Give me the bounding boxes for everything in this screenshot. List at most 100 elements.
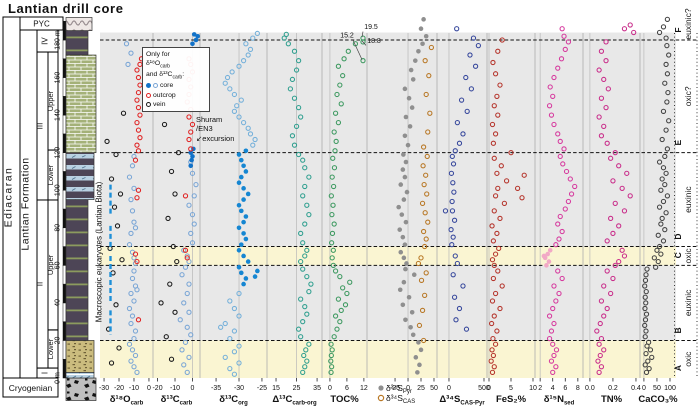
series-core-open [123, 41, 140, 375]
shuram-annotation: Shuram /EN3 ↙excursion [196, 115, 235, 143]
svg-text:oxic: oxic [683, 351, 693, 367]
svg-text:100: 100 [55, 184, 62, 196]
legend-formula-1: δ¹⁸Ocarb [146, 60, 170, 70]
litho-limestone-shale-alternation [65, 152, 95, 200]
svg-text:15.2: 15.2 [340, 33, 354, 40]
legend-item-outcrop: outcrop [146, 91, 206, 100]
zone-band-A [100, 340, 676, 378]
legend-item-vein: vein [146, 100, 206, 109]
svg-text:0: 0 [328, 385, 332, 392]
svg-text:δ¹³Corg: δ¹³Corg [219, 394, 248, 407]
svg-text:D: D [673, 233, 683, 239]
core-open-marker-icon [153, 83, 158, 89]
svg-text:0: 0 [487, 385, 491, 392]
svg-text:18.8: 18.8 [367, 38, 381, 45]
svg-text:50: 50 [653, 385, 661, 392]
svg-text:0 m: 0 m [55, 372, 62, 384]
svg-text:-30: -30 [99, 385, 109, 392]
svg-text:I: I [41, 372, 50, 374]
series-n-filled [541, 248, 553, 268]
svg-text:-20: -20 [114, 385, 124, 392]
svg-text:4: 4 [551, 385, 555, 392]
panel-d34S-points [396, 17, 435, 375]
outcrop-marker-icon [146, 92, 151, 98]
svg-text:25: 25 [293, 385, 301, 392]
svg-text:Δ¹³Ccarb-org: Δ¹³Ccarb-org [272, 394, 317, 407]
series-delta [281, 31, 314, 375]
zone-band-F [100, 32, 676, 40]
svg-text:0: 0 [447, 385, 451, 392]
series-vein [104, 110, 127, 366]
svg-text:35: 35 [313, 385, 321, 392]
series-toc [328, 41, 359, 375]
litho-cap-limestone [65, 372, 95, 379]
svg-text:-25: -25 [390, 385, 400, 392]
svg-text:TOC%: TOC% [330, 394, 359, 405]
svg-text:E: E [673, 140, 683, 146]
carb-isotope-legend: Only for δ¹⁸Ocarb and δ¹³Ccarb: core out… [142, 47, 210, 112]
panel-D34S-CAS-Pyr-points [442, 26, 482, 332]
svg-text:50: 50 [430, 385, 438, 392]
panel-d13C-org-points [218, 30, 260, 377]
svg-text:160: 160 [55, 72, 62, 84]
cryogenian-label: Cryogenian [9, 383, 53, 393]
svg-text:III: III [36, 123, 45, 130]
svg-text:500: 500 [478, 385, 490, 392]
svg-text:B: B [673, 327, 683, 333]
svg-text:-10: -10 [170, 385, 180, 392]
svg-text:oxic: oxic [683, 248, 693, 264]
svg-text:euxinic: euxinic [683, 289, 693, 316]
svg-text:C: C [673, 252, 683, 258]
panel-FeS2-points [488, 37, 527, 375]
panel-d18O-carb-points [104, 41, 145, 375]
svg-text:IV: IV [41, 37, 50, 45]
svg-text:-20: -20 [152, 385, 162, 392]
svg-text:TN%: TN% [601, 394, 623, 405]
litho-limestone [65, 54, 97, 154]
zone-band-D [100, 152, 676, 247]
legend-formula-2: and δ¹³Ccarb: [146, 71, 185, 81]
svg-text:6: 6 [345, 385, 349, 392]
series-fes2 [488, 37, 527, 375]
pyc-label: PYC [33, 20, 50, 29]
series-open [218, 30, 260, 377]
depth-ruler: 0 m 20 40 60 80 100 120 140 160 180 m [55, 20, 67, 384]
series-CAS-S [415, 44, 435, 344]
svg-text:180 m: 180 m [55, 30, 62, 50]
svg-text:19.5: 19.5 [364, 24, 378, 31]
svg-text:euxinic?: euxinic? [683, 8, 693, 39]
eon-label: Ediacaran [3, 167, 15, 228]
panel-CaCO3-points [642, 16, 672, 375]
svg-text:60: 60 [55, 261, 62, 269]
svg-text:0: 0 [642, 385, 646, 392]
svg-text:CaCO₃%: CaCO₃% [638, 394, 678, 405]
zone-band-C [100, 246, 676, 266]
series-core-filled [188, 32, 201, 169]
legend-title: Only for [146, 51, 170, 58]
svg-text:140: 140 [55, 109, 62, 121]
litho-dolostone [65, 340, 95, 373]
panel-D13C-carb-org-points [281, 31, 314, 375]
litho-pyc-breccia [65, 17, 93, 31]
svg-text:-30: -30 [234, 385, 244, 392]
svg-text:0: 0 [191, 385, 195, 392]
formation-label: Lantian Formation [20, 157, 32, 250]
svg-text:12: 12 [360, 385, 368, 392]
svg-text:δ¹⁵Nsed: δ¹⁵Nsed [544, 394, 575, 407]
litho-diamictite [65, 377, 97, 401]
svg-text:80: 80 [55, 224, 62, 232]
panel-d15N-sed-points [541, 26, 578, 375]
svg-text:oxic?: oxic? [683, 86, 693, 106]
series-caco3 [642, 16, 672, 375]
svg-text:15: 15 [272, 385, 280, 392]
svg-text:F: F [673, 27, 683, 32]
svg-text:0: 0 [147, 385, 151, 392]
svg-text:Lower: Lower [46, 338, 55, 359]
panel-TN-points [594, 22, 637, 375]
series-tn [594, 22, 637, 375]
zone-boundary-lines [100, 39, 697, 341]
svg-text:Δ³⁴SCAS-Pyr: Δ³⁴SCAS-Pyr [439, 394, 485, 407]
zone-band-B [100, 265, 676, 341]
